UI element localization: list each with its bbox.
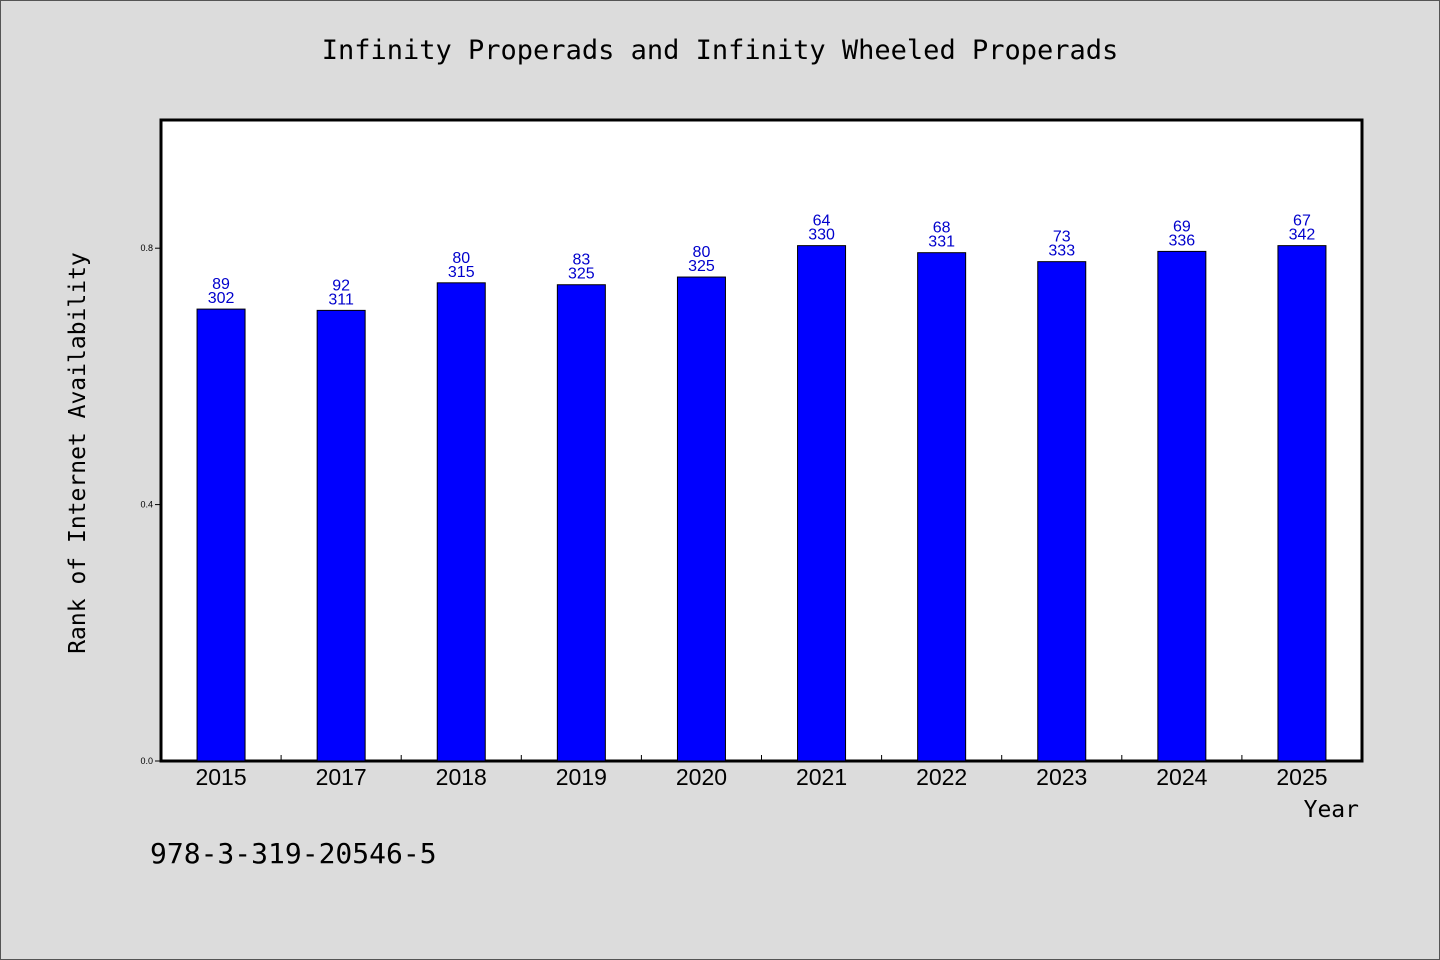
bar-2023 (1037, 261, 1087, 762)
bar-label-top: 68 (933, 220, 951, 237)
bar-2022 (917, 252, 967, 762)
x-tick-label: 2020 (676, 764, 727, 790)
x-tick-label: 2017 (316, 764, 367, 790)
labels-layer: 2015893022017923112018803152019833252020… (195, 213, 1327, 790)
y-tick-label: 0.0 (140, 756, 153, 766)
bar-label-top: 83 (572, 252, 590, 269)
bar-label-bottom: 330 (808, 227, 835, 244)
bar-2021 (797, 245, 847, 762)
bar-2017 (316, 309, 366, 762)
y-axis-label: Rank of Internet Availability (65, 252, 91, 654)
x-tick-label: 2021 (796, 764, 847, 790)
bar-label-bottom: 342 (1289, 227, 1316, 244)
bar-label-top: 73 (1053, 229, 1071, 246)
bar-2025 (1277, 245, 1327, 762)
bar-label-bottom: 325 (568, 266, 595, 283)
bar-label-top: 80 (452, 250, 470, 267)
x-tick-label: 2024 (1156, 764, 1207, 790)
y-tick-label: 0.4 (140, 500, 153, 510)
bar-2019 (556, 284, 606, 762)
x-axis-label: Year (1303, 797, 1359, 823)
bar-label-top: 80 (693, 244, 711, 261)
bar-label-bottom: 336 (1168, 232, 1195, 249)
x-tick-label: 2023 (1036, 764, 1087, 790)
bar-label-top: 92 (332, 277, 350, 294)
ticks-layer: 0.0 0.4 0.8 (140, 243, 1243, 766)
bar-label-top: 69 (1173, 218, 1191, 235)
bar-label-bottom: 315 (448, 264, 475, 281)
bar-2018 (436, 282, 486, 762)
x-tick-label: 2025 (1276, 764, 1327, 790)
x-tick-label: 2015 (195, 764, 246, 790)
y-tick-label: 0.8 (140, 243, 153, 253)
bar-label-bottom: 325 (688, 258, 715, 275)
bar-label-top: 64 (813, 213, 831, 230)
bars-layer (196, 245, 1327, 762)
bar-label-bottom: 311 (328, 291, 354, 308)
bar-label-bottom: 331 (928, 234, 955, 251)
bar-label-bottom: 333 (1048, 243, 1075, 260)
bar-label-top: 89 (212, 276, 230, 293)
chart-title: Infinity Properads and Infinity Wheeled … (321, 35, 1119, 66)
bar-2015 (196, 308, 246, 762)
bar-label-top: 67 (1293, 213, 1311, 230)
footer-code: 978-3-319-20546-5 (150, 837, 437, 870)
x-tick-label: 2019 (556, 764, 607, 790)
x-tick-label: 2022 (916, 764, 967, 790)
bar-label-bottom: 302 (208, 290, 235, 307)
x-tick-label: 2018 (436, 764, 487, 790)
bar-2024 (1157, 250, 1207, 762)
bar-2020 (676, 276, 726, 762)
